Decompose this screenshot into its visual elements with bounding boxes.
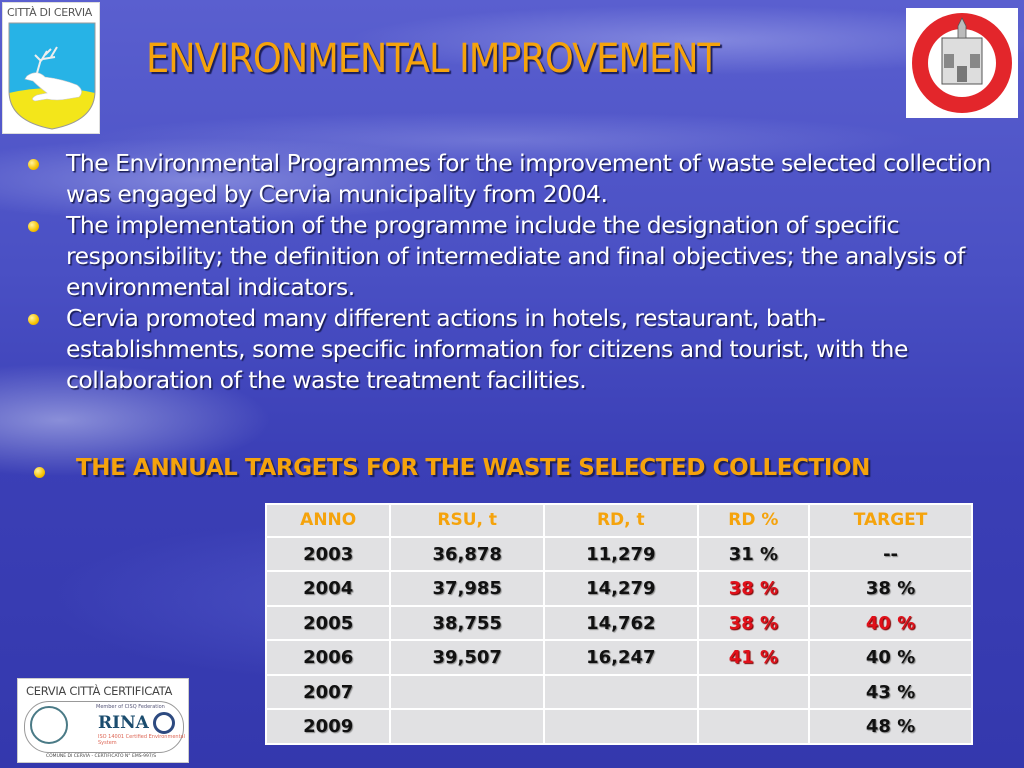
- bullet-text: The Environmental Programmes for the imp…: [66, 149, 991, 208]
- table-row: 2004 37,985 14,279 38 % 38 %: [267, 572, 971, 605]
- cell-rsu: [391, 675, 544, 709]
- iso-certification-text: ISO 14001 Certified Environmental System: [98, 734, 186, 746]
- cell-rd-pct: 41 %: [698, 641, 809, 674]
- cell-rd: 14,279: [545, 572, 697, 605]
- cell-rd: 16,247: [545, 641, 697, 674]
- header-anno: ANNO: [267, 505, 390, 536]
- cell-rsu: [391, 710, 544, 743]
- bullet-item: The implementation of the programme incl…: [26, 210, 1001, 303]
- cell-anno: 2006: [267, 641, 390, 674]
- header-target: TARGET: [810, 505, 971, 536]
- cell-anno: 2003: [267, 537, 390, 571]
- cell-rsu: 38,755: [391, 606, 544, 640]
- certificate-member-text: Member of CISQ Federation: [96, 704, 165, 710]
- header-rd: RD, t: [545, 505, 697, 536]
- cell-rd-pct: 38 %: [698, 606, 809, 640]
- header-rd-pct: RD %: [698, 505, 809, 536]
- cell-rd: [545, 710, 697, 743]
- cell-target: 38 %: [810, 572, 971, 605]
- bullet-dot-icon: [28, 159, 39, 170]
- cell-target: --: [810, 537, 971, 571]
- cervia-coat-of-arms-logo: CITTÀ DI CERVIA: [2, 2, 100, 134]
- certificate-title: CERVIA CITTÀ CERTIFICATA: [26, 684, 173, 698]
- bullet-dot-icon: [34, 467, 45, 478]
- cell-target: 40 %: [810, 606, 971, 640]
- table-row: 2003 36,878 11,279 31 % --: [267, 537, 971, 571]
- table-header-row: ANNO RSU, t RD, t RD % TARGET: [267, 505, 971, 536]
- cell-rd-pct: [698, 710, 809, 743]
- bullet-item: Cervia promoted many different actions i…: [26, 303, 1001, 396]
- bullet-list: The Environmental Programmes for the imp…: [26, 148, 1001, 396]
- cell-rsu: 37,985: [391, 572, 544, 605]
- cell-anno: 2005: [267, 606, 390, 640]
- cervia-seal-icon: [30, 706, 68, 744]
- university-seal-icon: [912, 13, 1012, 113]
- cell-rd: [545, 675, 697, 709]
- bullet-text: The implementation of the programme incl…: [66, 211, 965, 301]
- cisq-seal-icon: [153, 712, 175, 734]
- bullet-text: Cervia promoted many different actions i…: [66, 304, 908, 394]
- cervia-logo-caption: CITTÀ DI CERVIA: [7, 6, 93, 19]
- cell-anno: 2004: [267, 572, 390, 605]
- cervia-certified-city-badge: CERVIA CITTÀ CERTIFICATA Member of CISQ …: [17, 678, 189, 763]
- table-row: 2009 48 %: [267, 710, 971, 743]
- bullet-item: The Environmental Programmes for the imp…: [26, 148, 1001, 210]
- cell-target: 40 %: [810, 641, 971, 674]
- certificate-frame: [24, 701, 184, 753]
- table-row: 2007 43 %: [267, 675, 971, 709]
- header-rsu: RSU, t: [391, 505, 544, 536]
- cell-rd-pct: 31 %: [698, 537, 809, 571]
- targets-heading-text: THE ANNUAL TARGETS FOR THE WASTE SELECTE…: [76, 455, 871, 481]
- university-of-bologna-seal-logo: [906, 8, 1018, 118]
- table-row: 2005 38,755 14,762 38 % 40 %: [267, 606, 971, 640]
- annual-targets-table: ANNO RSU, t RD, t RD % TARGET 2003 36,87…: [265, 503, 973, 745]
- targets-heading: THE ANNUAL TARGETS FOR THE WASTE SELECTE…: [30, 455, 1010, 481]
- cell-rd: 14,762: [545, 606, 697, 640]
- cell-target: 43 %: [810, 675, 971, 709]
- certificate-footer-text: COMUNE DI CERVIA - CERTIFICATO N° EMS-99…: [46, 754, 157, 759]
- cell-target: 48 %: [810, 710, 971, 743]
- cell-rd-pct: 38 %: [698, 572, 809, 605]
- cell-rsu: 36,878: [391, 537, 544, 571]
- rina-logo-text: RINA: [98, 713, 149, 733]
- cell-anno: 2009: [267, 710, 390, 743]
- stag-coat-of-arms-icon: [8, 22, 96, 130]
- bullet-dot-icon: [28, 314, 39, 325]
- cell-rsu: 39,507: [391, 641, 544, 674]
- table-row: 2006 39,507 16,247 41 % 40 %: [267, 641, 971, 674]
- cell-anno: 2007: [267, 675, 390, 709]
- cell-rd: 11,279: [545, 537, 697, 571]
- cell-rd-pct: [698, 675, 809, 709]
- bullet-dot-icon: [28, 221, 39, 232]
- slide-title: ENVIRONMENTAL IMPROVEMENT: [146, 36, 720, 82]
